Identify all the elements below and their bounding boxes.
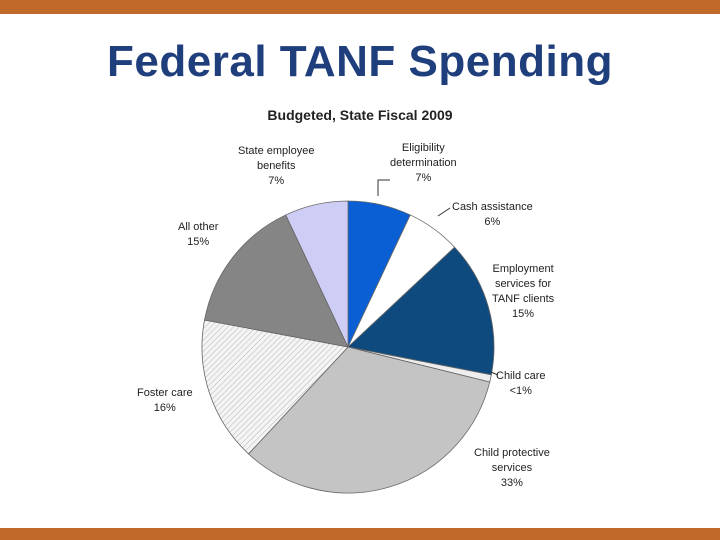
slice-label-cash-assistance-line1: Cash assistance — [452, 201, 533, 213]
slice-value-cps: 33% — [500, 477, 523, 489]
chart-title: Budgeted, State Fiscal 2009 — [267, 107, 453, 123]
slice-label-child-protective-services: Child protective services 33% — [474, 446, 550, 491]
slice-label-child-care-line1: Child care — [496, 370, 546, 382]
slice-value-child-care: <1% — [509, 385, 532, 397]
slice-label-benefits-line1: State employee — [238, 145, 315, 157]
slice-label-eligibility-line2: determination — [390, 157, 457, 169]
pie-slice-foster-care — [201, 319, 349, 455]
slice-value-eligibility: 7% — [415, 172, 432, 184]
top-accent-bar — [0, 0, 720, 14]
pie-slices — [201, 200, 495, 494]
slice-label-cps-line1: Child protective — [474, 447, 550, 459]
slice-label-employment-services: Employment services for TANF clients 15% — [492, 262, 554, 322]
slice-value-employment: 15% — [512, 308, 535, 320]
slice-label-all-other: All other 15% — [178, 220, 218, 250]
slice-value-foster-care: 16% — [153, 402, 176, 414]
bottom-accent-bar — [0, 528, 720, 540]
slice-value-benefits: 7% — [268, 175, 285, 187]
slice-label-all-other-line1: All other — [178, 221, 219, 233]
slice-label-employment-line2: services for — [494, 278, 552, 290]
leader-line-cash-assistance — [437, 207, 451, 217]
slide-title: Federal TANF Spending — [107, 37, 613, 86]
slice-value-all-other: 15% — [187, 236, 210, 248]
pie-slice-child-protective-services — [248, 346, 491, 494]
slice-label-state-employee-benefits: State employee benefits 7% — [238, 144, 314, 189]
slice-label-child-care: Child care <1% — [496, 369, 546, 399]
pie-slice-all-other — [204, 214, 349, 348]
slice-label-employment-line1: Employment — [492, 263, 554, 275]
leader-line-eligibility — [377, 179, 390, 196]
slice-label-eligibility-line1: Eligibility — [401, 142, 445, 154]
slice-label-eligibility: Eligibility determination 7% — [390, 141, 457, 186]
slice-label-cash-assistance: Cash assistance 6% — [452, 200, 533, 230]
slice-value-cash-assistance: 6% — [484, 216, 501, 228]
slice-label-cps-line2: services — [491, 462, 533, 474]
pie-slice-employment-services-for-tanf-clients — [347, 246, 495, 376]
slice-label-benefits-line2: benefits — [256, 160, 296, 172]
slice-label-employment-line3: TANF clients — [492, 293, 555, 305]
pie-slice-state-employee-benefits — [285, 200, 349, 348]
slice-label-foster-care: Foster care 16% — [137, 386, 193, 416]
slice-label-foster-care-line1: Foster care — [137, 387, 193, 399]
leader-line-child-care — [490, 371, 499, 376]
leader-lines — [377, 179, 499, 376]
